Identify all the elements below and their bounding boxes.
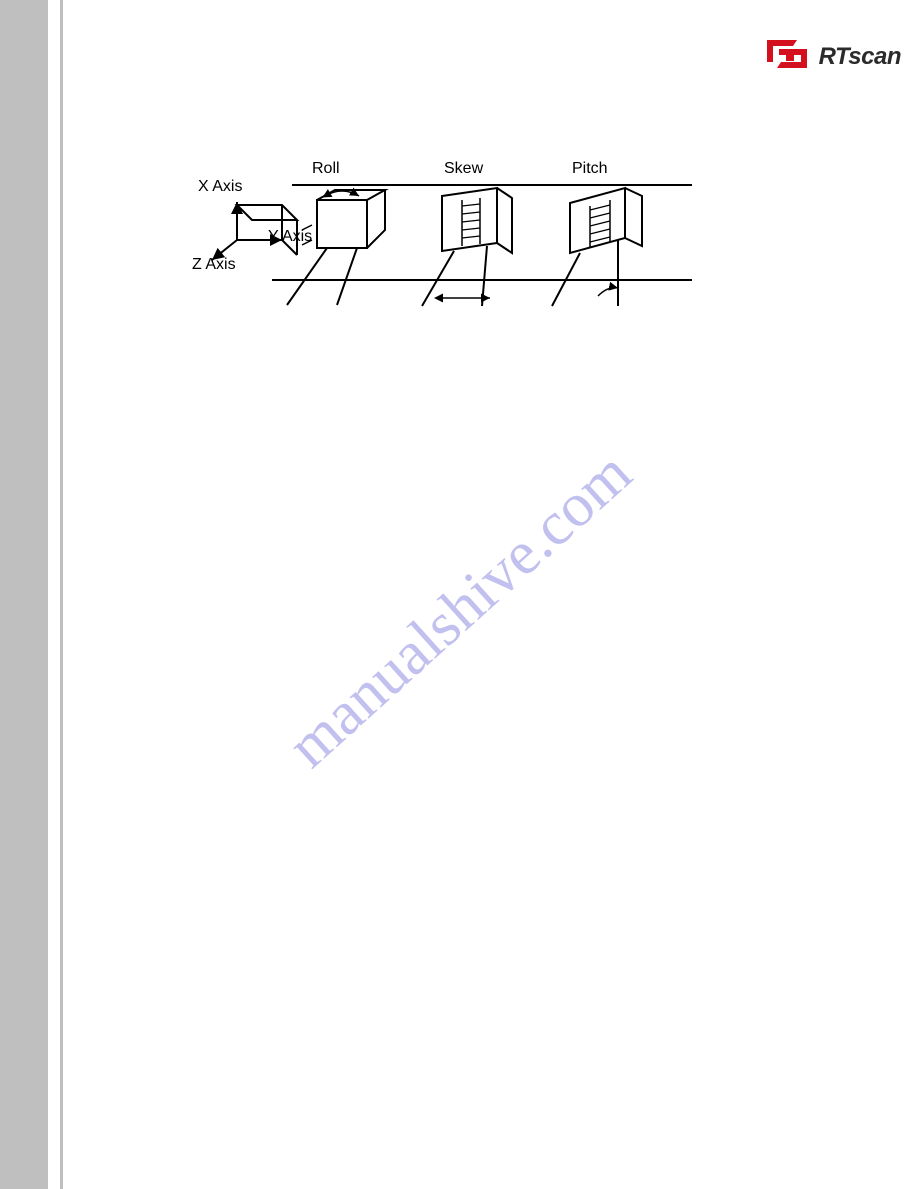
vertical-divider — [60, 0, 63, 1189]
axis-diagram: Roll Skew Pitch X Axis Y Axis Z Axis — [182, 160, 702, 320]
axis-diagram-svg — [182, 160, 702, 320]
brand-name: RTscan — [819, 43, 901, 71]
label-roll: Roll — [312, 160, 340, 178]
label-x-axis: X Axis — [198, 178, 242, 196]
label-pitch: Pitch — [572, 160, 608, 178]
label-z-axis: Z Axis — [192, 256, 236, 274]
label-skew: Skew — [444, 160, 483, 178]
rtscan-logo-icon — [763, 36, 813, 77]
watermark-text: manualshive.com — [274, 438, 645, 782]
label-y-axis: Y Axis — [268, 228, 312, 246]
brand-logo: RTscan — [763, 36, 901, 77]
left-sidebar-bar — [0, 0, 48, 1189]
